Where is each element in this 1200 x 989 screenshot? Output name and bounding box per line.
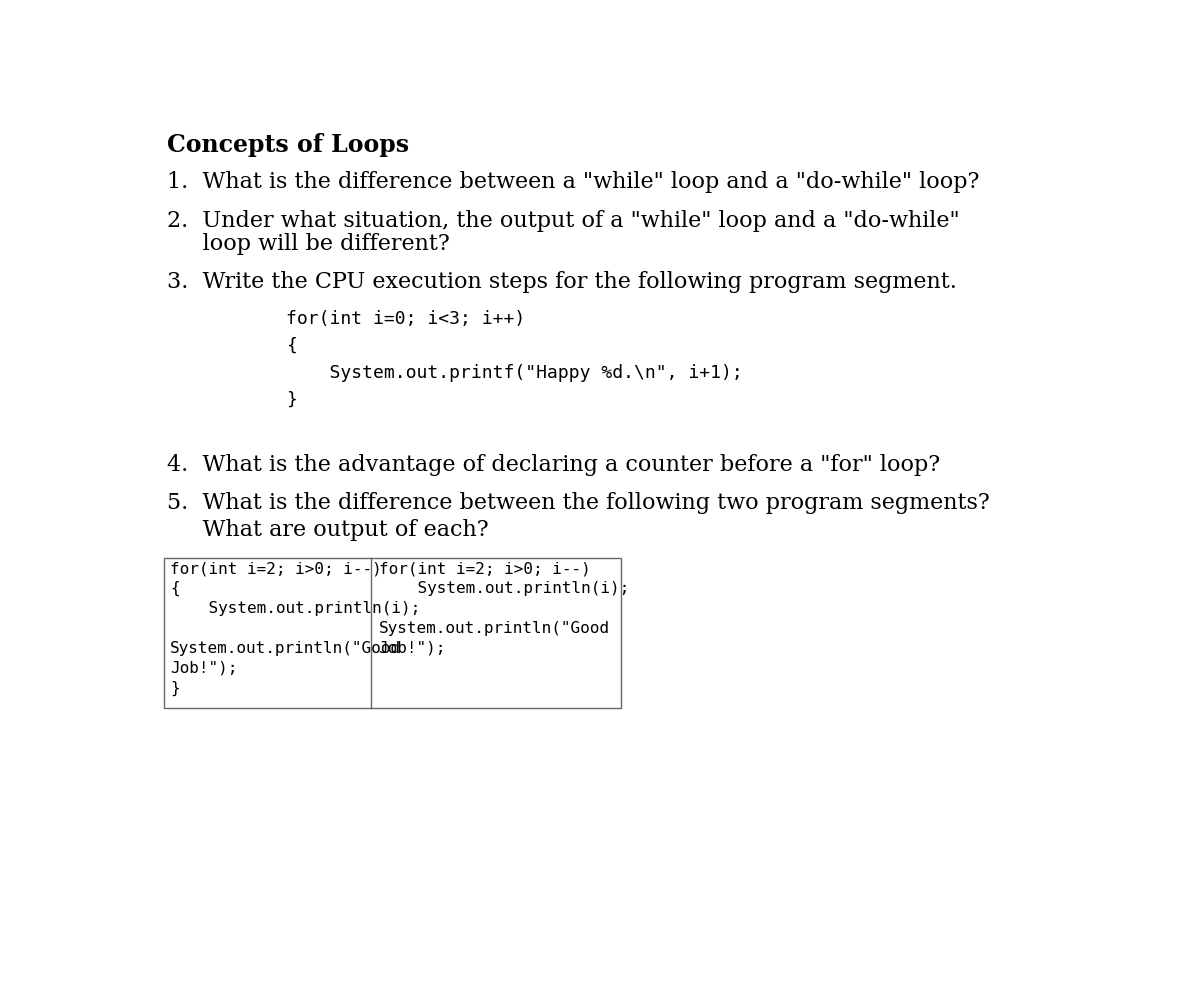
Text: 3.  Write the CPU execution steps for the following program segment.: 3. Write the CPU execution steps for the… [167, 271, 956, 293]
Text: 4.  What is the advantage of declaring a counter before a "for" loop?: 4. What is the advantage of declaring a … [167, 454, 940, 476]
Text: Concepts of Loops: Concepts of Loops [167, 133, 409, 156]
Text: 5.  What is the difference between the following two program segments?: 5. What is the difference between the fo… [167, 493, 990, 514]
Text: 2.  Under what situation, the output of a "while" loop and a "do-while": 2. Under what situation, the output of a… [167, 210, 960, 231]
Bar [164, 558, 622, 708]
Text: 1.  What is the difference between a "while" loop and a "do-while" loop?: 1. What is the difference between a "whi… [167, 171, 979, 193]
Text: for(int i=2; i>0; i--)
{
    System.out.println(i);

System.out.println("Good
Jo: for(int i=2; i>0; i--) { System.out.prin… [170, 562, 420, 695]
Text: loop will be different?: loop will be different? [167, 232, 450, 254]
Text: What are output of each?: What are output of each? [167, 519, 488, 541]
Text: for(int i=2; i>0; i--)
    System.out.println(i);

System.out.println("Good
Job!: for(int i=2; i>0; i--) System.out.printl… [379, 562, 629, 656]
Text: for(int i=0; i<3; i++)
{
    System.out.printf("Happy %d.\n", i+1);
}: for(int i=0; i<3; i++) { System.out.prin… [286, 310, 743, 408]
